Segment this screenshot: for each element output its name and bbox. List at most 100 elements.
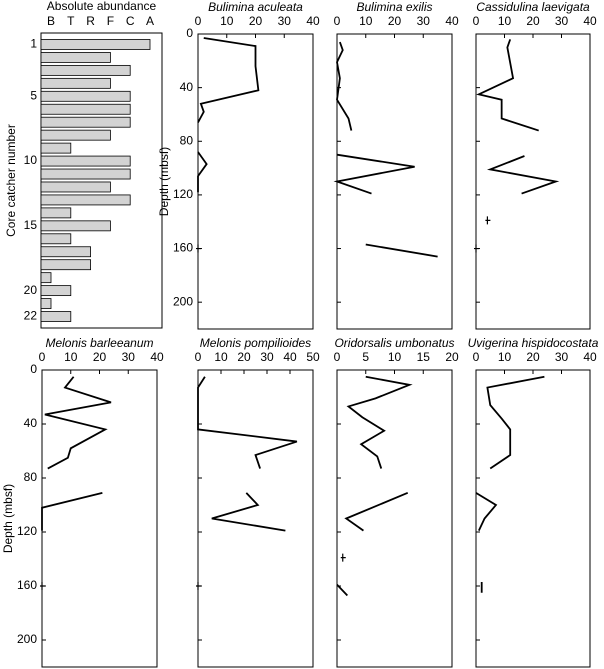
x-tick-label: 0 [473,350,480,364]
plot-frame [336,33,453,330]
y-tick-label: 10 [24,153,38,167]
x-tick-label: 40 [445,14,459,28]
plot-frame [197,33,314,330]
sample-marker [196,582,201,590]
y-tick-label: 120 [173,187,193,201]
y-tick-label: 20 [24,283,38,297]
x-tick-label: 20 [445,350,459,364]
y-tick-label: 200 [17,632,37,646]
x-tick-label: 30 [555,14,569,28]
x-tick-label: 30 [417,14,431,28]
x-tick-label: 0 [334,14,341,28]
y-tick-label: 200 [173,294,193,308]
x-tick-label: 10 [359,14,373,28]
plot-frame [475,33,591,330]
x-tick-label: 20 [526,350,540,364]
x-tick-label: 30 [122,350,136,364]
bar [40,233,72,245]
y-tick-label: 5 [30,88,37,102]
y-tick-label: 40 [180,80,194,94]
bar [40,246,91,258]
y-tick-label: 80 [180,133,194,147]
sample-marker [474,244,479,253]
x-tick-label: 10 [64,350,78,364]
x-tick-label: 20 [526,14,540,28]
bar [40,64,131,76]
y-axis-title: Core catcher number [4,124,18,237]
x-tick-label: 20 [237,350,251,364]
x-tick-label: 20 [388,14,402,28]
bar [40,103,131,115]
bar [40,168,131,180]
sample-marker [196,244,201,253]
x-tick-label: R [86,14,95,28]
panel-title ttl: Melonis pompilioides [200,336,311,350]
bar [40,285,72,297]
x-tick-label: 0 [473,14,480,28]
x-tick-label: A [146,14,154,28]
y-axis-title: Depth (mbsf) [1,484,15,553]
sample-marker [340,553,346,562]
profile-line [198,377,297,586]
y-tick-label: 160 [173,241,193,255]
x-tick-label: 0 [39,350,46,364]
bar [40,77,111,89]
profile-line [198,38,258,249]
panel-title ttl: Bulimina exilis [356,0,432,14]
bar [40,39,151,50]
y-tick-label: 0 [186,26,193,40]
x-tick-label: 10 [498,350,512,364]
panel-title ttl: Melonis barleeanum [45,336,153,350]
profile-line [42,377,111,586]
x-tick-label: 10 [498,14,512,28]
plot-frame [197,369,314,668]
bar [40,155,131,167]
plot-frame [336,369,453,668]
bar [40,142,72,154]
x-tick-label: 0 [334,350,341,364]
x-tick-label: 0 [195,350,202,364]
plot-frame [40,32,163,329]
bar [40,220,111,232]
profile-line [475,375,545,593]
bar [40,311,72,322]
bar [40,129,111,141]
y-tick-label: 15 [24,218,38,232]
sample-marker [485,216,491,225]
x-tick-label: 0 [195,14,202,28]
bar [40,194,131,206]
y-tick-label: 80 [24,470,38,484]
plot-frame [475,369,591,668]
x-tick-label: 30 [555,350,569,364]
x-tick-label: 40 [150,350,164,364]
bar [40,90,131,102]
y-tick-label: 120 [17,524,37,538]
x-tick-label: 40 [583,350,597,364]
x-tick-label: 10 [214,350,228,364]
panel-title ttl: Oridorsalis umbonatus [334,336,454,350]
bar [40,298,52,309]
x-tick-label: F [107,14,114,28]
y-axis-title: Depth (mbsf) [157,147,171,216]
x-tick-label: 50 [306,350,320,364]
y-tick-label: 1 [30,37,37,51]
x-tick-label: 10 [388,350,402,364]
y-tick-label: 40 [24,416,38,430]
x-tick-label: 15 [417,350,431,364]
x-tick-label: B [47,14,55,28]
sample-marker [40,582,45,590]
x-tick-label: 20 [249,14,263,28]
bar [40,259,91,271]
profile-line [336,375,413,597]
y-tick-label: 22 [24,309,38,323]
y-tick-label: 0 [30,362,37,376]
x-tick-label: 40 [283,350,297,364]
x-tick-label: 5 [362,350,369,364]
x-tick-label: 40 [583,14,597,28]
y-tick-label: 160 [17,578,37,592]
panel-title: Absolute abundance [47,0,157,13]
x-tick-label: 10 [220,14,234,28]
panel-title ttl: Cassidulina laevigata [476,0,590,14]
x-tick-label: 30 [278,14,292,28]
